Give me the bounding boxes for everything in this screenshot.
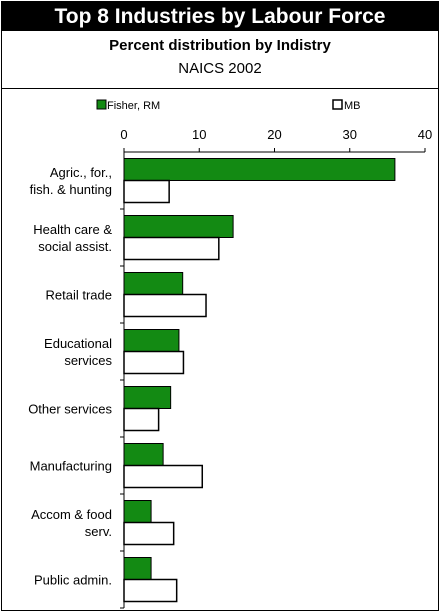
x-tick-label: 0: [120, 127, 127, 142]
bar-fisher: [123, 215, 234, 238]
x-tick-label: 30: [343, 127, 357, 142]
legend-swatch-mb: [332, 99, 343, 110]
legend-swatch-fisher: [96, 99, 107, 110]
category-label: Educational: [44, 336, 112, 351]
bar-mb: [123, 236, 220, 261]
bar-mb: [123, 407, 160, 432]
bar-mb: [123, 578, 178, 603]
category-label: services: [64, 353, 112, 368]
x-tick-label: 10: [192, 127, 206, 142]
bar-fisher: [123, 557, 152, 580]
bar-fisher: [123, 500, 152, 523]
x-tick-label: 20: [267, 127, 281, 142]
category-label: social assist.: [38, 239, 112, 254]
bar-mb: [123, 521, 175, 546]
legend-label-mb: MB: [344, 100, 361, 112]
bar-mb: [123, 350, 185, 375]
category-label: Health care &: [33, 222, 112, 237]
bar-mb: [123, 464, 204, 489]
legend-label-fisher: Fisher, RM: [107, 100, 160, 112]
bar-mb: [123, 293, 207, 318]
category-label: Other services: [28, 402, 112, 417]
bar-fisher: [123, 272, 184, 295]
x-tick-label: 40: [418, 127, 432, 142]
bar-fisher: [123, 443, 164, 466]
category-label: Retail trade: [46, 288, 112, 303]
bar-fisher: [123, 158, 396, 181]
header-divider: [2, 88, 438, 89]
chart-subtitle: Percent distribution by Indistry: [109, 37, 331, 54]
category-label: serv.: [85, 524, 112, 539]
category-label: Public admin.: [34, 573, 112, 588]
bar-mb: [123, 179, 170, 204]
category-label: fish. & hunting: [30, 182, 112, 197]
category-label: Accom & food: [31, 507, 112, 522]
category-label: Manufacturing: [30, 459, 112, 474]
chart-subtitle-naics: NAICS 2002: [178, 60, 262, 77]
bar-fisher: [123, 329, 180, 352]
chart-title: Top 8 Industries by Labour Force: [2, 2, 438, 31]
bar-fisher: [123, 386, 172, 409]
category-label: Agric., for.,: [50, 165, 112, 180]
